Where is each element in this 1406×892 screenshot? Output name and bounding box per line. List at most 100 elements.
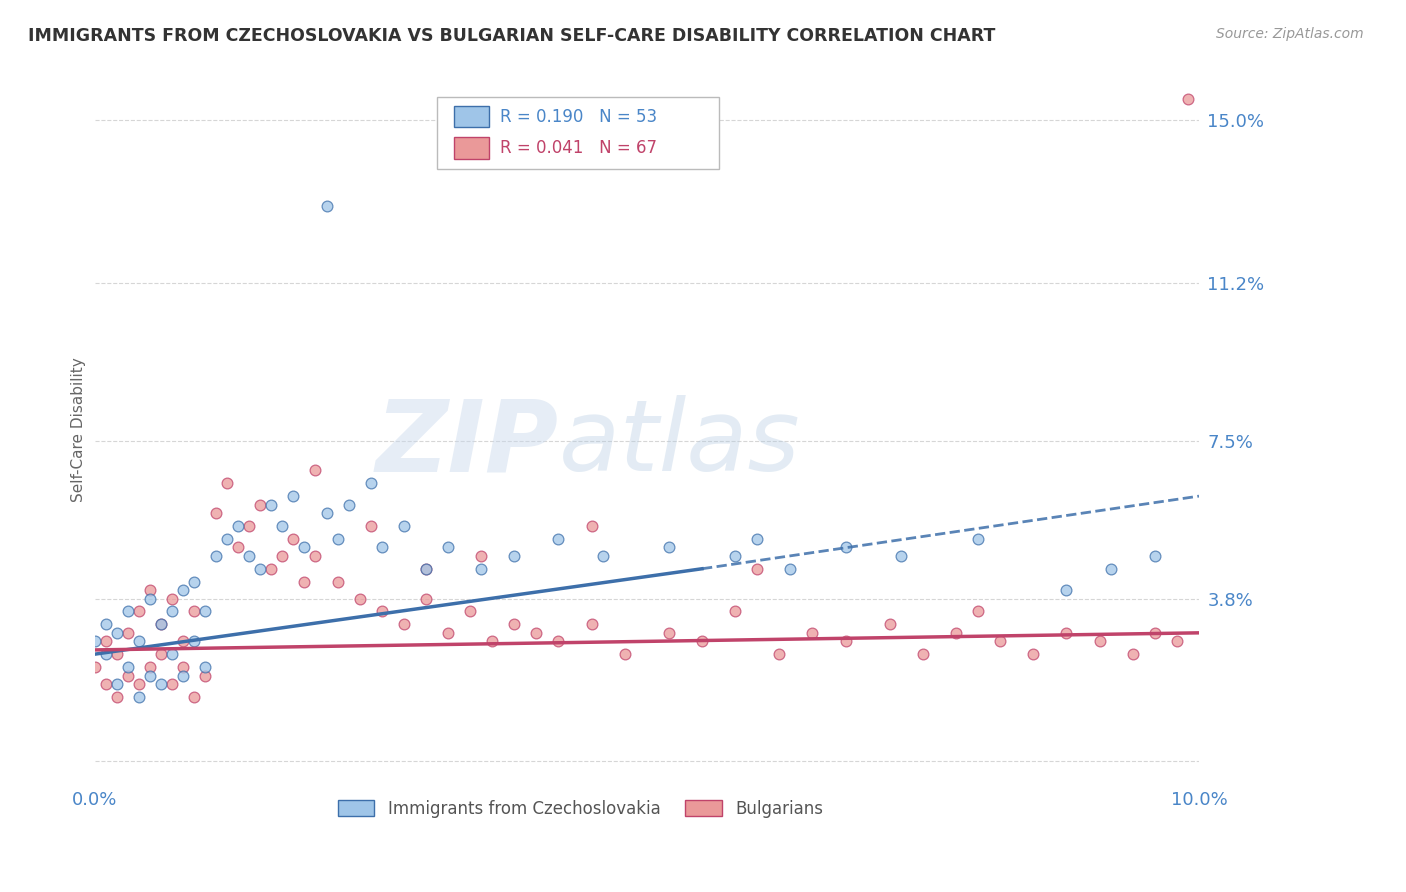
Point bbox=[360, 476, 382, 491]
Point bbox=[581, 519, 603, 533]
Point bbox=[294, 541, 316, 555]
Text: Source: ZipAtlas.com: Source: ZipAtlas.com bbox=[1216, 27, 1364, 41]
Point bbox=[260, 498, 283, 512]
Point bbox=[160, 647, 183, 661]
Point bbox=[128, 634, 150, 648]
Text: ZIP: ZIP bbox=[375, 395, 558, 492]
Point bbox=[260, 562, 283, 576]
Point bbox=[1177, 92, 1199, 106]
Point bbox=[658, 541, 681, 555]
Point bbox=[149, 677, 172, 691]
Point bbox=[283, 489, 305, 503]
Point bbox=[183, 574, 205, 589]
Point bbox=[547, 532, 569, 546]
Point bbox=[1056, 583, 1078, 598]
Point bbox=[1143, 549, 1166, 563]
Point bbox=[779, 562, 801, 576]
Point bbox=[415, 591, 437, 606]
Point bbox=[194, 668, 217, 682]
Point bbox=[747, 532, 769, 546]
Point bbox=[724, 605, 747, 619]
Text: atlas: atlas bbox=[558, 395, 800, 492]
Point bbox=[370, 605, 392, 619]
Point bbox=[503, 617, 526, 632]
Point bbox=[415, 562, 437, 576]
Point bbox=[139, 660, 162, 674]
Point bbox=[105, 690, 128, 704]
Point bbox=[470, 549, 492, 563]
Point bbox=[94, 647, 117, 661]
Point bbox=[160, 677, 183, 691]
FancyBboxPatch shape bbox=[454, 137, 489, 159]
Point bbox=[337, 498, 360, 512]
Point bbox=[183, 605, 205, 619]
Point bbox=[415, 562, 437, 576]
Point bbox=[360, 519, 382, 533]
Point bbox=[613, 647, 636, 661]
Point bbox=[105, 647, 128, 661]
Point bbox=[1166, 634, 1188, 648]
Point bbox=[1056, 625, 1078, 640]
Point bbox=[94, 634, 117, 648]
Point bbox=[315, 506, 337, 520]
Point bbox=[249, 562, 271, 576]
Point bbox=[226, 519, 249, 533]
Point bbox=[149, 617, 172, 632]
Point bbox=[304, 549, 326, 563]
Point bbox=[249, 498, 271, 512]
Point bbox=[283, 532, 305, 546]
Point bbox=[658, 625, 681, 640]
FancyBboxPatch shape bbox=[454, 106, 489, 128]
Text: R = 0.041   N = 67: R = 0.041 N = 67 bbox=[501, 139, 657, 157]
Point bbox=[294, 574, 316, 589]
Point bbox=[238, 549, 260, 563]
Point bbox=[945, 625, 967, 640]
Point bbox=[128, 677, 150, 691]
Point bbox=[139, 591, 162, 606]
Point bbox=[139, 583, 162, 598]
Point bbox=[326, 574, 349, 589]
Point bbox=[911, 647, 934, 661]
Point bbox=[117, 668, 139, 682]
FancyBboxPatch shape bbox=[437, 97, 718, 169]
Point bbox=[524, 625, 547, 640]
Point bbox=[879, 617, 901, 632]
Point bbox=[149, 617, 172, 632]
Point bbox=[834, 634, 856, 648]
Point bbox=[1088, 634, 1111, 648]
Point bbox=[172, 668, 194, 682]
Point bbox=[94, 617, 117, 632]
Point bbox=[304, 463, 326, 477]
Point bbox=[1143, 625, 1166, 640]
Point bbox=[160, 605, 183, 619]
Point bbox=[226, 541, 249, 555]
Point bbox=[581, 617, 603, 632]
Legend: Immigrants from Czechoslovakia, Bulgarians: Immigrants from Czechoslovakia, Bulgaria… bbox=[330, 794, 830, 825]
Point bbox=[392, 519, 415, 533]
Point bbox=[238, 519, 260, 533]
Point bbox=[117, 625, 139, 640]
Point bbox=[747, 562, 769, 576]
Point bbox=[117, 660, 139, 674]
Point bbox=[801, 625, 824, 640]
Text: R = 0.190   N = 53: R = 0.190 N = 53 bbox=[501, 108, 657, 126]
Point bbox=[967, 532, 990, 546]
Point bbox=[768, 647, 790, 661]
Point bbox=[194, 605, 217, 619]
Point bbox=[1022, 647, 1045, 661]
Point bbox=[105, 625, 128, 640]
Point bbox=[1099, 562, 1122, 576]
Point bbox=[834, 541, 856, 555]
Point bbox=[481, 634, 503, 648]
Point bbox=[724, 549, 747, 563]
Point bbox=[458, 605, 481, 619]
Point bbox=[392, 617, 415, 632]
Point bbox=[160, 591, 183, 606]
Point bbox=[967, 605, 990, 619]
Point bbox=[690, 634, 713, 648]
Point bbox=[94, 677, 117, 691]
Point bbox=[988, 634, 1011, 648]
Point bbox=[128, 605, 150, 619]
Point bbox=[271, 519, 294, 533]
Point bbox=[437, 541, 460, 555]
